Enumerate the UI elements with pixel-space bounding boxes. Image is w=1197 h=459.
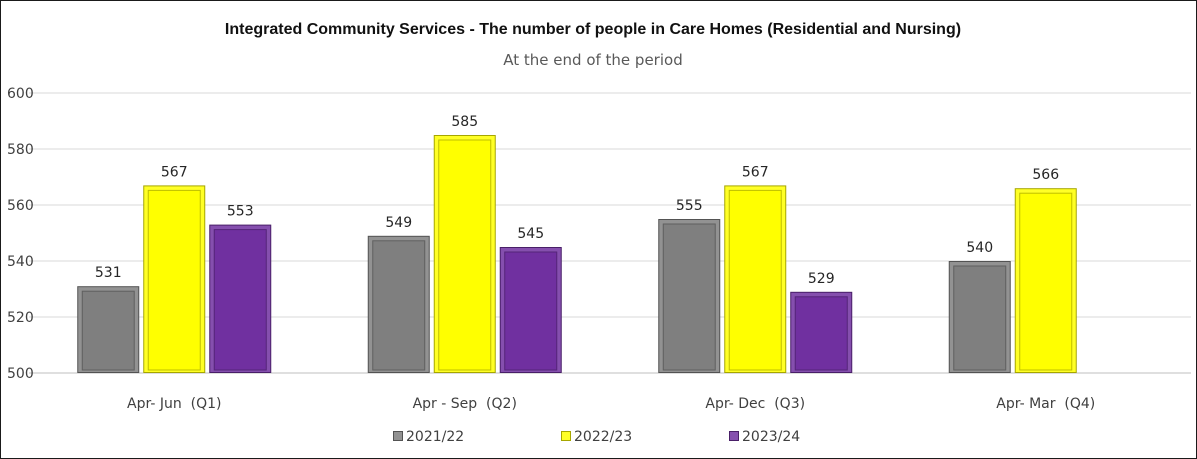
legend-label: 2021/22 bbox=[406, 429, 464, 445]
y-tick-label: 520 bbox=[7, 310, 34, 326]
y-axis-ticks: 500 520 540 560 580 600 bbox=[7, 86, 34, 382]
data-label: 555 bbox=[676, 198, 703, 214]
chart-subtitle: At the end of the period bbox=[503, 51, 682, 69]
data-label: 529 bbox=[808, 271, 835, 287]
bar bbox=[948, 261, 1011, 373]
bar bbox=[499, 247, 562, 373]
legend: 2021/22 2022/23 2023/24 bbox=[393, 429, 800, 445]
chart-title: Integrated Community Services - The numb… bbox=[225, 21, 961, 38]
data-label: 540 bbox=[966, 240, 993, 256]
x-category-label: Apr- Jun (Q1) bbox=[127, 396, 221, 412]
y-tick-label: 580 bbox=[7, 142, 34, 158]
y-tick-label: 560 bbox=[7, 198, 34, 214]
bar bbox=[143, 185, 206, 373]
y-tick-label: 540 bbox=[7, 254, 34, 270]
legend-swatch bbox=[729, 431, 739, 441]
data-label: 549 bbox=[385, 215, 412, 231]
data-label: 531 bbox=[95, 265, 122, 281]
y-tick-label: 500 bbox=[7, 366, 34, 382]
bar bbox=[658, 219, 721, 373]
x-category-label: Apr- Dec (Q3) bbox=[705, 396, 805, 412]
y-tick-label: 600 bbox=[7, 86, 34, 102]
legend-swatch bbox=[561, 431, 571, 441]
x-category-label: Apr- Mar (Q4) bbox=[996, 396, 1095, 412]
data-label: 553 bbox=[227, 204, 254, 220]
bar bbox=[724, 185, 787, 373]
bar bbox=[367, 235, 430, 373]
x-axis-categories: Apr- Jun (Q1) Apr - Sep (Q2) Apr- Dec (Q3)… bbox=[127, 396, 1095, 412]
data-label: 545 bbox=[517, 226, 544, 242]
bar bbox=[790, 291, 853, 373]
data-label: 567 bbox=[161, 164, 188, 180]
bar bbox=[1014, 188, 1077, 373]
bars bbox=[77, 135, 1077, 373]
legend-swatch bbox=[393, 431, 403, 441]
legend-label: 2022/23 bbox=[574, 429, 632, 445]
data-labels: 531 567 553 549 585 545 555 567 529 540 566 bbox=[95, 114, 1059, 287]
x-category-label: Apr - Sep (Q2) bbox=[413, 396, 517, 412]
bar bbox=[433, 135, 496, 373]
bar bbox=[209, 224, 272, 373]
data-label: 585 bbox=[451, 114, 478, 130]
bar bbox=[77, 286, 140, 373]
data-label: 566 bbox=[1032, 167, 1059, 183]
data-label: 567 bbox=[742, 164, 769, 180]
legend-label: 2023/24 bbox=[742, 429, 800, 445]
